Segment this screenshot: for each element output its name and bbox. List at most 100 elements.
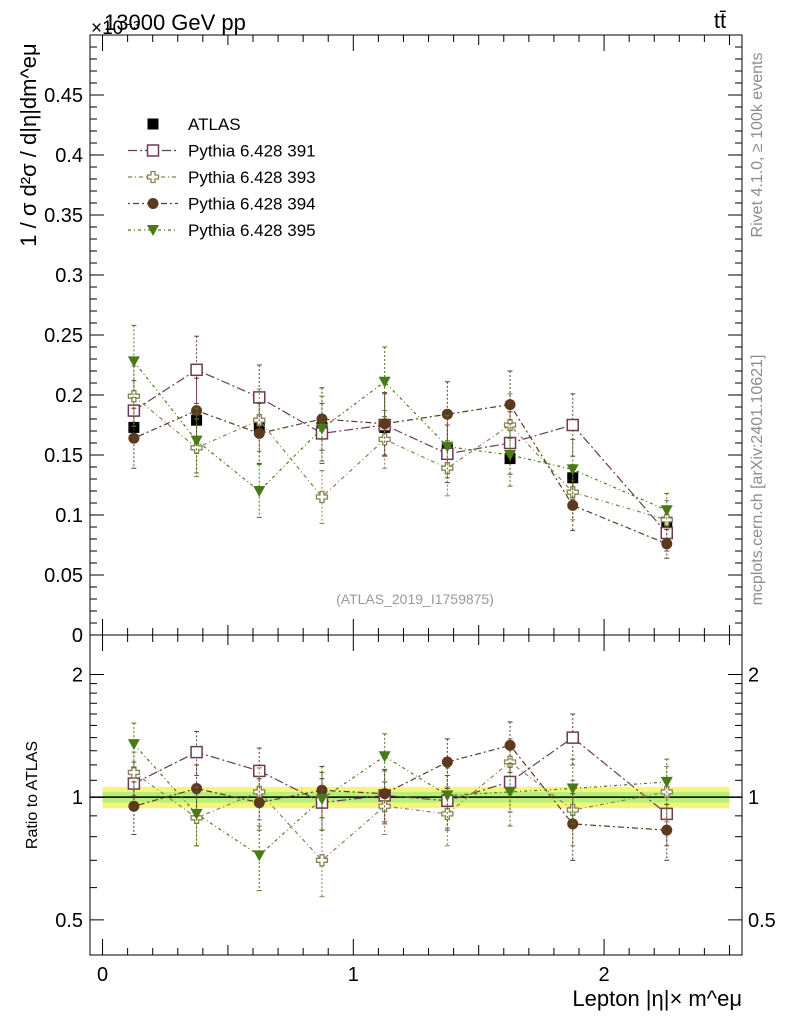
- data-point-p395: [378, 376, 391, 388]
- data-point-p391: [566, 731, 579, 744]
- ratio-y-tick-label-left: 0.5: [55, 910, 83, 932]
- data-point-atlas: [128, 421, 140, 433]
- data-point-p393: [315, 490, 329, 504]
- data-point-p395: [127, 356, 140, 368]
- series-p393: [127, 738, 673, 898]
- series-p395: [127, 324, 673, 528]
- data-point-p394: [661, 824, 673, 836]
- data-point-p394: [316, 413, 328, 425]
- data-point-p391: [190, 363, 203, 377]
- data-point-p395: [253, 486, 266, 497]
- data-point-p395: [660, 505, 673, 517]
- data-point-p394: [567, 499, 579, 511]
- data-point-p393: [660, 513, 673, 526]
- data-point-p393: [315, 854, 329, 867]
- data-point-p395: [315, 423, 328, 435]
- legend-marker-p393: [146, 170, 160, 184]
- series-line-p395: [133, 361, 668, 511]
- data-point-p395: [566, 783, 579, 795]
- main-y-tick-label: 0: [72, 625, 83, 647]
- series-line-p391: [133, 369, 668, 534]
- data-point-p391: [566, 418, 579, 432]
- series-line-p394: [133, 403, 667, 545]
- main-y-tick-label: 0.4: [55, 145, 83, 167]
- legend-label-p395: Pythia 6.428 395: [188, 221, 316, 240]
- data-point-p394: [128, 432, 140, 444]
- data-point-p393: [190, 441, 203, 454]
- series-p395: [127, 722, 673, 892]
- data-point-p393: [127, 390, 141, 403]
- data-point-p391: [253, 764, 266, 778]
- data-point-p394: [253, 797, 265, 809]
- legend-label-p394: Pythia 6.428 394: [188, 195, 316, 214]
- data-point-p395: [190, 808, 203, 820]
- data-point-p395: [504, 450, 517, 461]
- data-point-p394: [128, 800, 140, 812]
- ratio-y-tick-label-left: 1: [72, 787, 83, 809]
- data-point-p393: [127, 766, 141, 779]
- main-y-tick-label: 0.45: [44, 85, 83, 107]
- series-p394: [128, 721, 673, 861]
- data-point-p393: [378, 433, 391, 446]
- data-point-p394: [253, 427, 265, 439]
- legend-marker-p394: [147, 198, 159, 209]
- legend-marker-p395: [147, 225, 159, 236]
- legend-label-p393: Pythia 6.428 393: [188, 168, 316, 187]
- ratio-y-axis-label: Ratio to ATLAS: [24, 741, 41, 849]
- analysis-watermark: (ATLAS_2019_I1759875): [336, 591, 494, 607]
- data-point-p395: [441, 441, 454, 453]
- main-y-tick-label: 0.05: [44, 565, 83, 587]
- series-line-p393: [133, 761, 667, 862]
- series-line-p393: [133, 395, 667, 521]
- ratio-panel-frame: [89, 634, 743, 956]
- data-point-p395: [127, 739, 140, 751]
- legend-marker-p391: [146, 144, 160, 157]
- data-point-p394: [504, 739, 516, 751]
- main-y-tick-label: 0.15: [44, 445, 83, 467]
- series-p391: [127, 713, 674, 847]
- data-point-p395: [378, 751, 391, 763]
- main-y-tick-label: 0.3: [55, 265, 83, 287]
- data-point-p395: [441, 790, 454, 802]
- plot-title: 13000 GeV pp: [104, 10, 246, 35]
- x-tick-label: 2: [599, 964, 610, 986]
- x-tick-label: 1: [348, 964, 359, 986]
- mcplots-source-label: mcplots.cern.ch [arXiv:2401.10621]: [749, 355, 766, 606]
- data-point-p395: [315, 793, 328, 805]
- data-point-p394: [379, 418, 391, 430]
- main-y-tick-label: 0.2: [55, 385, 83, 407]
- data-point-p391: [503, 775, 517, 789]
- y-exponent-label: ×10⁻³: [91, 18, 140, 39]
- data-point-p395: [504, 786, 517, 798]
- data-point-p394: [661, 538, 673, 550]
- data-point-p394: [441, 408, 453, 420]
- data-point-p395: [566, 464, 579, 476]
- x-tick-label: 0: [97, 964, 108, 986]
- main-y-axis-label: 1 / σ d²σ / d|η|dm^eμ: [16, 43, 41, 246]
- rivet-version-label: Rivet 4.1.0, ≥ 100k events: [749, 53, 766, 238]
- legend-marker-atlas: [147, 118, 159, 130]
- data-point-p395: [660, 776, 673, 788]
- main-y-tick-label: 0.35: [44, 205, 83, 227]
- x-axis-label: Lepton |η|× m^eμ: [572, 986, 742, 1011]
- data-point-p394: [441, 756, 453, 768]
- legend-label-atlas: ATLAS: [188, 115, 241, 134]
- main-y-tick-label: 0.1: [55, 505, 83, 527]
- legend-label-p391: Pythia 6.428 391: [188, 142, 316, 161]
- data-point-p394: [379, 788, 391, 800]
- ratio-y-tick-label-right: 1: [748, 787, 759, 809]
- series-p391: [127, 335, 674, 552]
- data-point-p395: [190, 435, 203, 447]
- series-p394: [128, 370, 673, 559]
- data-point-p391: [190, 745, 203, 759]
- series-line-p394: [133, 744, 667, 831]
- ratio-y-tick-label-right: 0.5: [748, 910, 776, 932]
- data-point-p395: [253, 850, 266, 862]
- ratio-y-tick-label-left: 2: [72, 664, 83, 686]
- data-point-p394: [504, 399, 516, 411]
- main-y-tick-label: 0.25: [44, 325, 83, 347]
- process-label: tt̄: [714, 8, 726, 33]
- ratio-y-tick-label-right: 2: [748, 664, 759, 686]
- data-point-p394: [191, 405, 203, 417]
